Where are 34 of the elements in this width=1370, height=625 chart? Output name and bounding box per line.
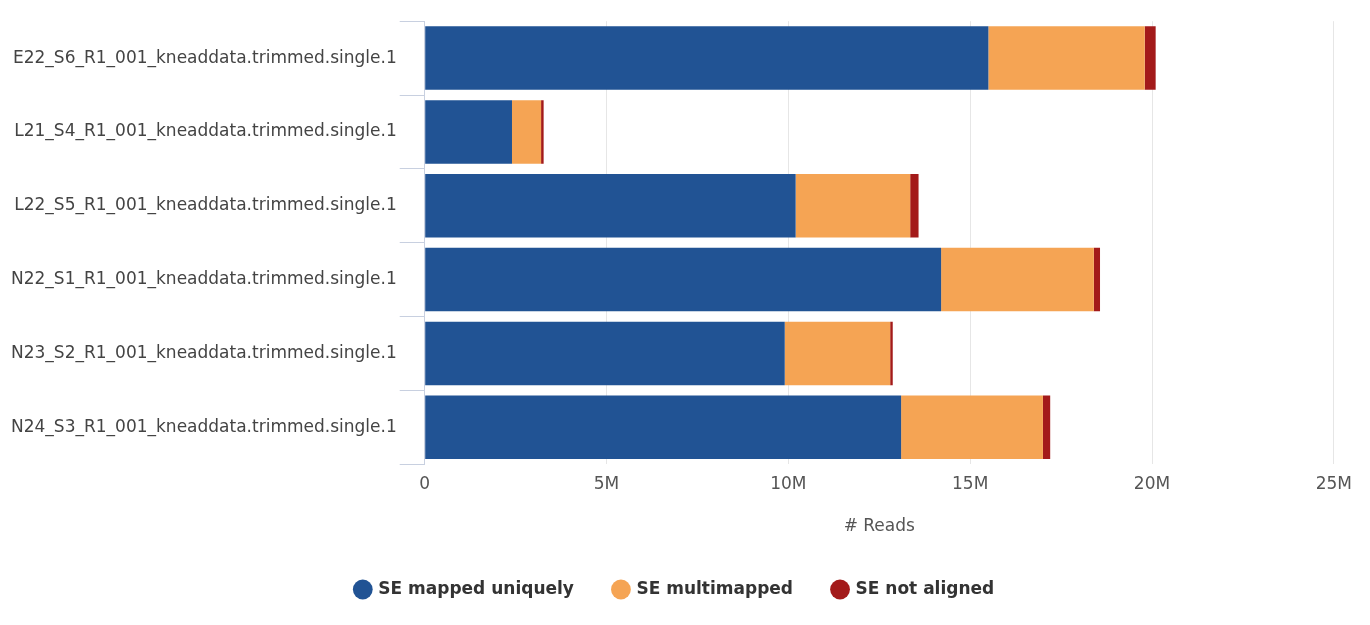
bar: [910, 174, 919, 238]
bar: [1042, 395, 1051, 460]
y-tick-label: N22_S1_R1_001_kneaddata.trimmed.single.1: [10, 268, 397, 290]
x-tick-label: 5M: [593, 472, 620, 493]
x-tick-label: 20M: [1133, 472, 1171, 493]
y-tick-label: L22_S5_R1_001_kneaddata.trimmed.single.1: [14, 194, 397, 216]
bar: [784, 321, 891, 386]
bar: [901, 395, 1043, 460]
bar: [425, 321, 785, 386]
x-tick-label: 25M: [1315, 472, 1353, 493]
bar: [988, 26, 1145, 90]
bar: [425, 174, 796, 238]
bar: [1093, 247, 1101, 312]
x-tick-label: 10M: [770, 472, 807, 493]
x-tick-label: 0: [419, 472, 431, 493]
bar: [511, 100, 542, 164]
bar: [425, 26, 989, 90]
bar: [425, 395, 902, 460]
bar: [795, 174, 911, 238]
bar: [425, 247, 942, 312]
x-tick-label: 15M: [952, 472, 989, 493]
legend-label: SE not aligned: [855, 577, 995, 598]
x-axis-title: # Reads: [843, 515, 916, 536]
y-tick-label: N24_S3_R1_001_kneaddata.trimmed.single.1: [10, 415, 397, 437]
bar: [541, 100, 544, 164]
bar: [890, 321, 893, 386]
bar: [1144, 26, 1156, 90]
y-tick-label: L21_S4_R1_001_kneaddata.trimmed.single.1: [14, 120, 397, 142]
legend-label: SE multimapped: [636, 577, 794, 598]
y-tick-label: E22_S6_R1_001_kneaddata.trimmed.single.1: [12, 46, 397, 68]
bar: [941, 247, 1094, 312]
y-tick-label: N23_S2_R1_001_kneaddata.trimmed.single.1: [10, 341, 397, 363]
legend-label: SE mapped uniquely: [378, 577, 574, 598]
bar: [425, 100, 512, 164]
